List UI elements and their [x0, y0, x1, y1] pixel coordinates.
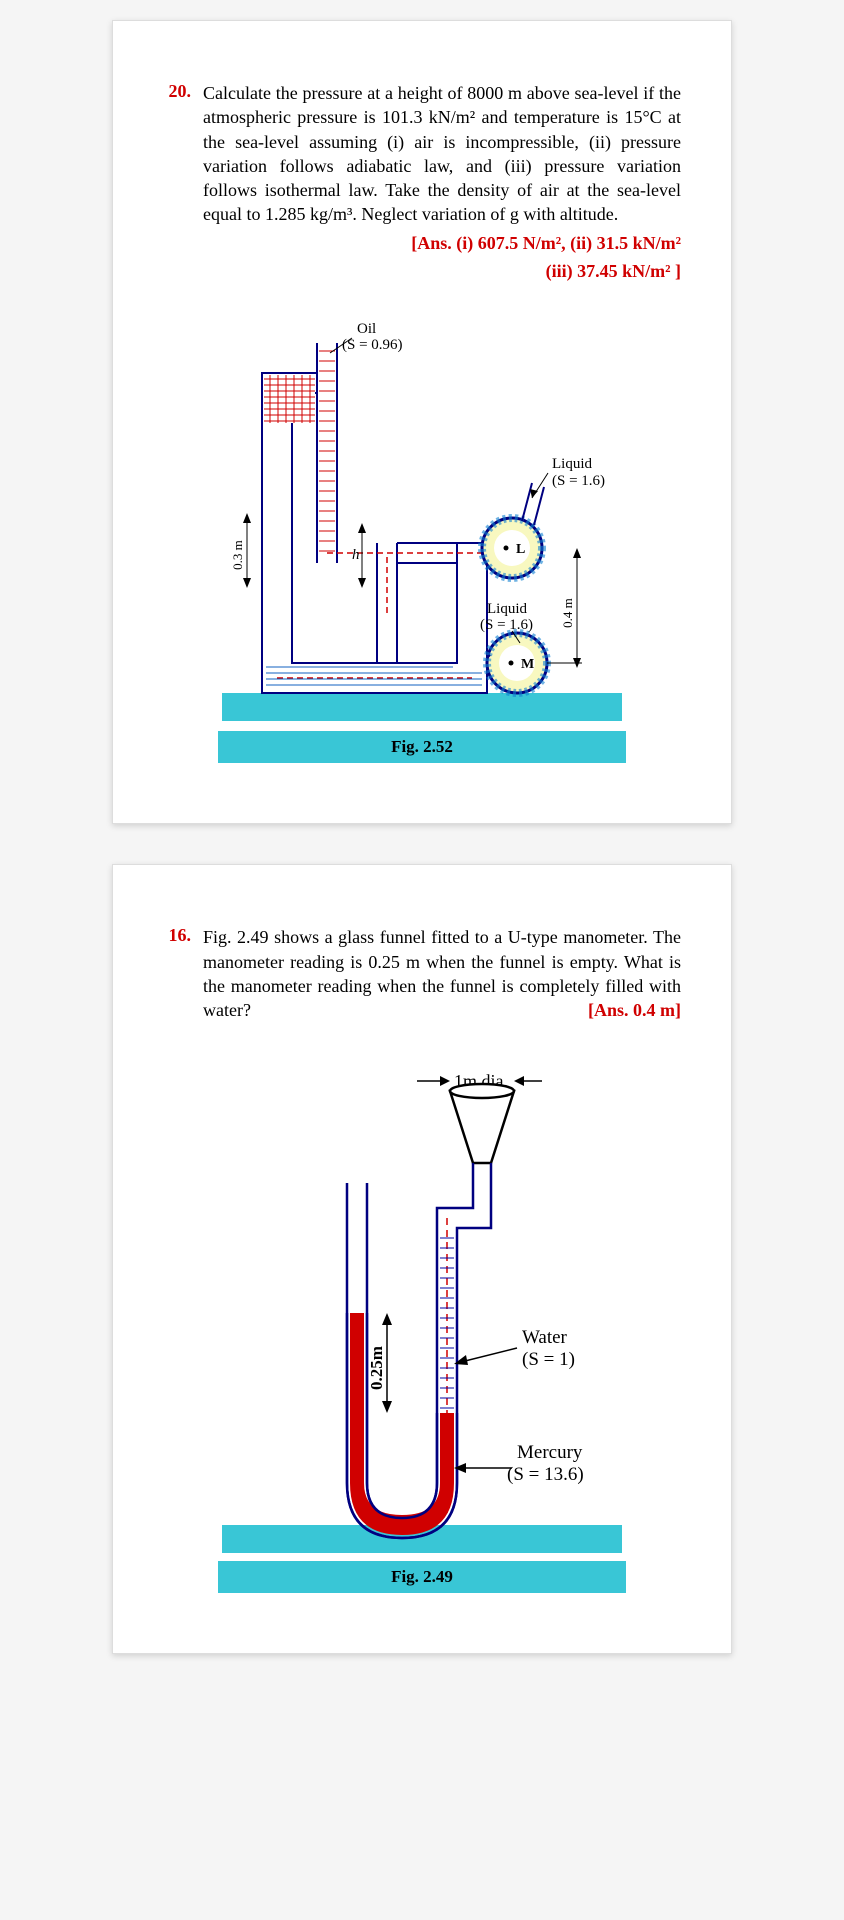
- bottom-liquid: [266, 667, 482, 685]
- label-M: M: [521, 657, 534, 672]
- label-oil-s: (S = 0.96): [342, 337, 403, 353]
- problem-text: Calculate the pressure at a height of 80…: [203, 81, 681, 283]
- figure-2-49-svg: 1m dia.: [222, 1043, 622, 1563]
- label-liquid2: Liquid: [487, 601, 527, 617]
- teal-band: [222, 693, 622, 721]
- dim-h: h: [352, 523, 366, 588]
- problem-body: Calculate the pressure at a height of 80…: [203, 83, 681, 224]
- problem-number: 20.: [163, 81, 191, 102]
- svg-text:Mercury: Mercury: [517, 1442, 583, 1463]
- figure-2-52-svg: L M Oil (S = 0.96) Liqu: [222, 303, 622, 733]
- problem-16: 16. Fig. 2.49 shows a glass funnel fitte…: [163, 925, 681, 1022]
- page-problem-16: 16. Fig. 2.49 shows a glass funnel fitte…: [112, 864, 732, 1653]
- water-region: [440, 1238, 454, 1408]
- figure-2-49: 1m dia.: [163, 1043, 681, 1593]
- oil-region: [264, 375, 315, 423]
- svg-text:h: h: [352, 547, 360, 563]
- problem-text: Fig. 2.49 shows a glass funnel fitted to…: [203, 925, 681, 1022]
- dim-0.4m: 0.4 m: [547, 548, 582, 668]
- water-label: Water (S = 1): [454, 1327, 575, 1370]
- answer: [Ans. 0.4 m]: [588, 998, 681, 1022]
- svg-text:(S = 13.6): (S = 13.6): [507, 1464, 584, 1485]
- label-liquid1: Liquid: [552, 456, 592, 472]
- svg-text:0.3 m: 0.3 m: [230, 541, 245, 571]
- label-liquid1-s: (S = 1.6): [552, 473, 605, 489]
- figure-caption: Fig. 2.52: [218, 731, 626, 763]
- funnel: [450, 1084, 514, 1163]
- page-problem-20: 20. Calculate the pressure at a height o…: [112, 20, 732, 824]
- centerlines: [277, 553, 512, 678]
- svg-text:0.4 m: 0.4 m: [560, 599, 575, 629]
- sphere-M: M: [487, 633, 547, 693]
- label-L: L: [516, 542, 525, 557]
- answer-line-1: [Ans. (i) 607.5 N/m², (ii) 31.5 kN/m²: [203, 231, 681, 255]
- answer-line-2: (iii) 37.45 kN/m² ]: [203, 259, 681, 283]
- label-liquid2-s: (S = 1.6): [480, 617, 533, 633]
- label-oil: Oil: [357, 321, 376, 337]
- figure-caption: Fig. 2.49: [218, 1561, 626, 1593]
- oil-column: [319, 351, 335, 551]
- dim-0.3m: 0.3 m: [230, 513, 251, 588]
- dim-0.25m: 0.25m: [367, 1313, 392, 1413]
- problem-number: 16.: [163, 925, 191, 946]
- figure-2-52: L M Oil (S = 0.96) Liqu: [163, 303, 681, 763]
- mercury-label: Mercury (S = 13.6): [454, 1442, 584, 1485]
- svg-text:(S = 1): (S = 1): [522, 1349, 575, 1370]
- mercury-region: [350, 1313, 454, 1535]
- problem-20: 20. Calculate the pressure at a height o…: [163, 81, 681, 283]
- svg-text:0.25m: 0.25m: [367, 1346, 386, 1390]
- sphere-L: L: [482, 518, 542, 578]
- svg-text:Water: Water: [522, 1327, 568, 1348]
